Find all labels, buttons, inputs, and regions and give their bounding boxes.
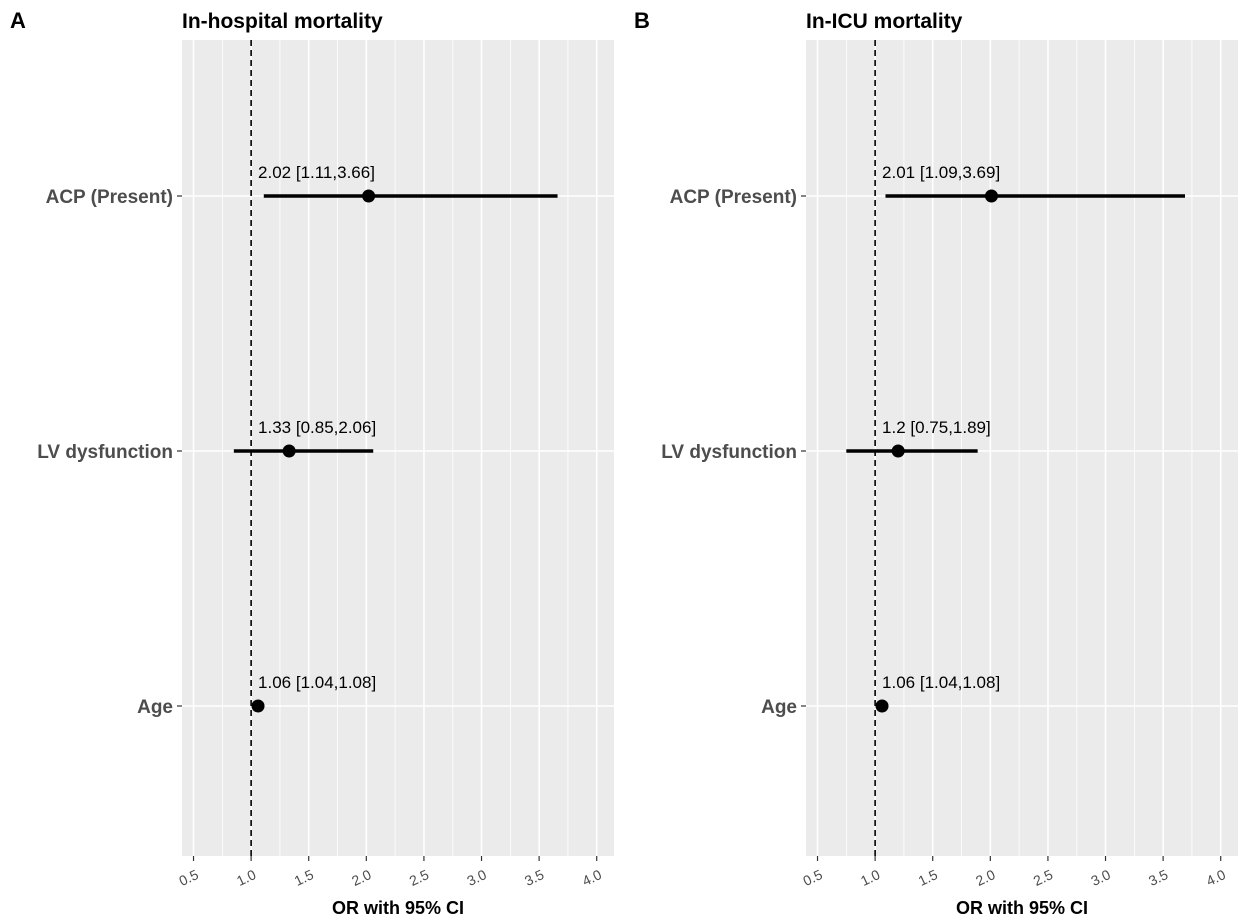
point-estimate bbox=[282, 444, 296, 458]
panel-background bbox=[806, 40, 1238, 856]
x-tick-label: 1.0 bbox=[858, 866, 883, 889]
x-tick-label: 3.5 bbox=[1146, 866, 1171, 889]
x-axis-label: OR with 95% CI bbox=[332, 898, 464, 918]
x-tick-label: 2.5 bbox=[407, 866, 432, 889]
point-estimate bbox=[875, 699, 889, 713]
data-label: 1.06 [1.04,1.08] bbox=[882, 673, 1000, 692]
x-tick-label: 3.5 bbox=[522, 866, 547, 889]
data-label: 2.01 [1.09,3.69] bbox=[882, 163, 1000, 182]
data-label: 1.33 [0.85,2.06] bbox=[258, 418, 376, 437]
x-tick-label: 4.0 bbox=[580, 866, 605, 889]
x-tick-label: 2.0 bbox=[973, 866, 998, 889]
x-tick-label: 2.0 bbox=[349, 866, 374, 889]
x-tick-label: 3.0 bbox=[1088, 866, 1113, 889]
x-tick-label: 3.0 bbox=[464, 866, 489, 889]
x-tick-label: 0.5 bbox=[176, 866, 201, 889]
point-estimate bbox=[984, 189, 998, 203]
x-tick-label: 1.5 bbox=[916, 866, 941, 889]
x-tick-label: 2.5 bbox=[1031, 866, 1056, 889]
x-tick-label: 1.5 bbox=[292, 866, 317, 889]
panel-letter: B bbox=[634, 8, 650, 33]
x-tick-label: 0.5 bbox=[800, 866, 825, 889]
panel-title: In-hospital mortality bbox=[182, 10, 383, 33]
panel-background bbox=[182, 40, 614, 856]
data-label: 1.2 [0.75,1.89] bbox=[882, 418, 991, 437]
y-tick-label: ACP (Present) bbox=[670, 187, 797, 208]
point-estimate bbox=[362, 189, 376, 203]
y-tick-label: LV dysfunction bbox=[661, 442, 797, 463]
x-tick-label: 4.0 bbox=[1204, 866, 1229, 889]
point-estimate bbox=[891, 444, 905, 458]
data-label: 1.06 [1.04,1.08] bbox=[258, 673, 376, 692]
y-tick-label: Age bbox=[137, 697, 173, 718]
x-axis-label: OR with 95% CI bbox=[956, 898, 1088, 918]
y-tick-label: ACP (Present) bbox=[46, 187, 173, 208]
panel-letter: A bbox=[10, 8, 26, 33]
panel-title: In-ICU mortality bbox=[806, 10, 963, 33]
data-label: 2.02 [1.11,3.66] bbox=[258, 163, 375, 182]
y-tick-label: LV dysfunction bbox=[37, 442, 173, 463]
point-estimate bbox=[251, 699, 265, 713]
x-tick-label: 1.0 bbox=[234, 866, 259, 889]
y-tick-label: Age bbox=[761, 697, 797, 718]
